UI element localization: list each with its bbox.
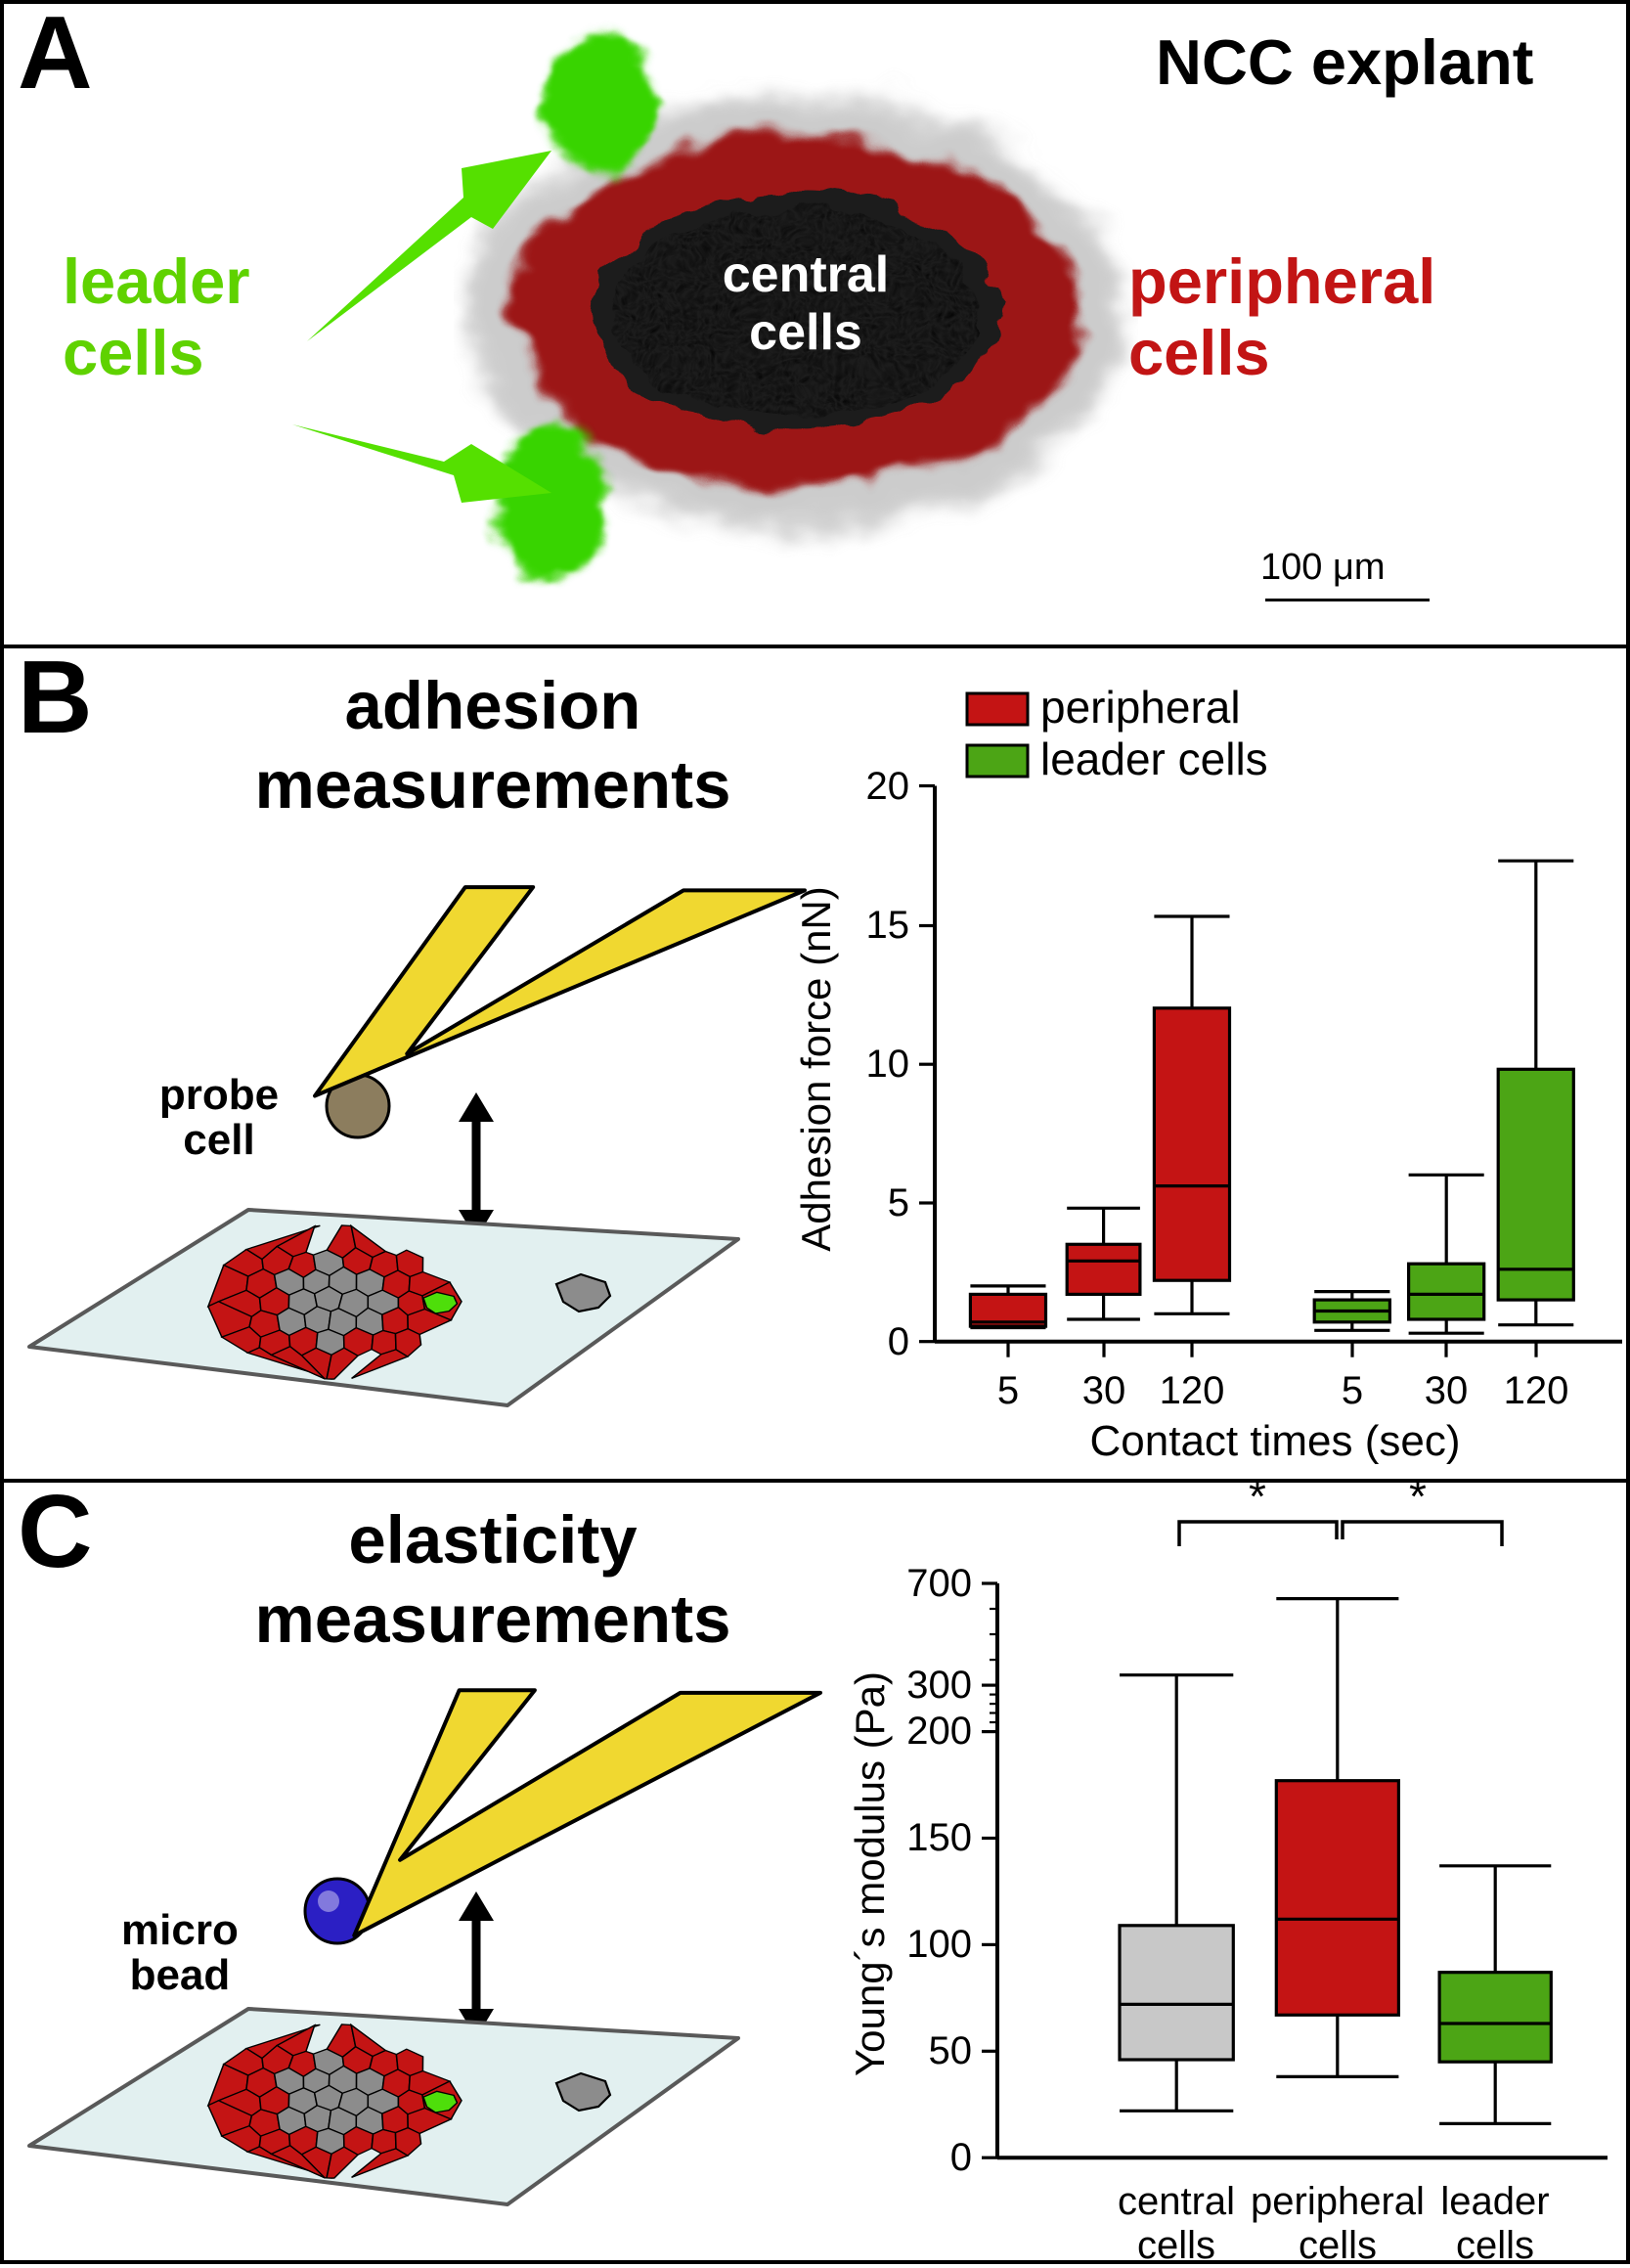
svg-text:700: 700 (906, 1562, 972, 1605)
svg-text:leader: leader (1440, 2180, 1549, 2223)
svg-text:120: 120 (1160, 1369, 1225, 1412)
svg-text:5: 5 (888, 1181, 909, 1224)
svg-text:central: central (1118, 2180, 1235, 2223)
svg-text:5: 5 (1342, 1369, 1363, 1412)
svg-text:120: 120 (1504, 1369, 1569, 1412)
svg-text:cells: cells (1299, 2224, 1377, 2267)
svg-text:cells: cells (1137, 2224, 1215, 2267)
svg-text:0: 0 (950, 2136, 972, 2179)
svg-text:*: * (1409, 1483, 1427, 1522)
svg-text:300: 300 (906, 1664, 972, 1707)
svg-text:5: 5 (997, 1369, 1019, 1412)
svg-text:leader cells: leader cells (1040, 734, 1268, 784)
svg-text:peripheral: peripheral (1251, 2180, 1425, 2223)
svg-text:30: 30 (1082, 1369, 1126, 1412)
svg-text:cells: cells (1456, 2224, 1534, 2267)
svg-text:200: 200 (906, 1710, 972, 1753)
svg-text:50: 50 (929, 2029, 973, 2072)
svg-text:peripheral: peripheral (1040, 682, 1241, 733)
svg-text:Contact times (sec): Contact times (sec) (1090, 1417, 1461, 1465)
svg-text:0: 0 (888, 1320, 909, 1363)
svg-text:*: * (1249, 1483, 1266, 1522)
svg-text:100: 100 (906, 1923, 972, 1966)
svg-text:30: 30 (1425, 1369, 1469, 1412)
svg-text:150: 150 (906, 1816, 972, 1859)
